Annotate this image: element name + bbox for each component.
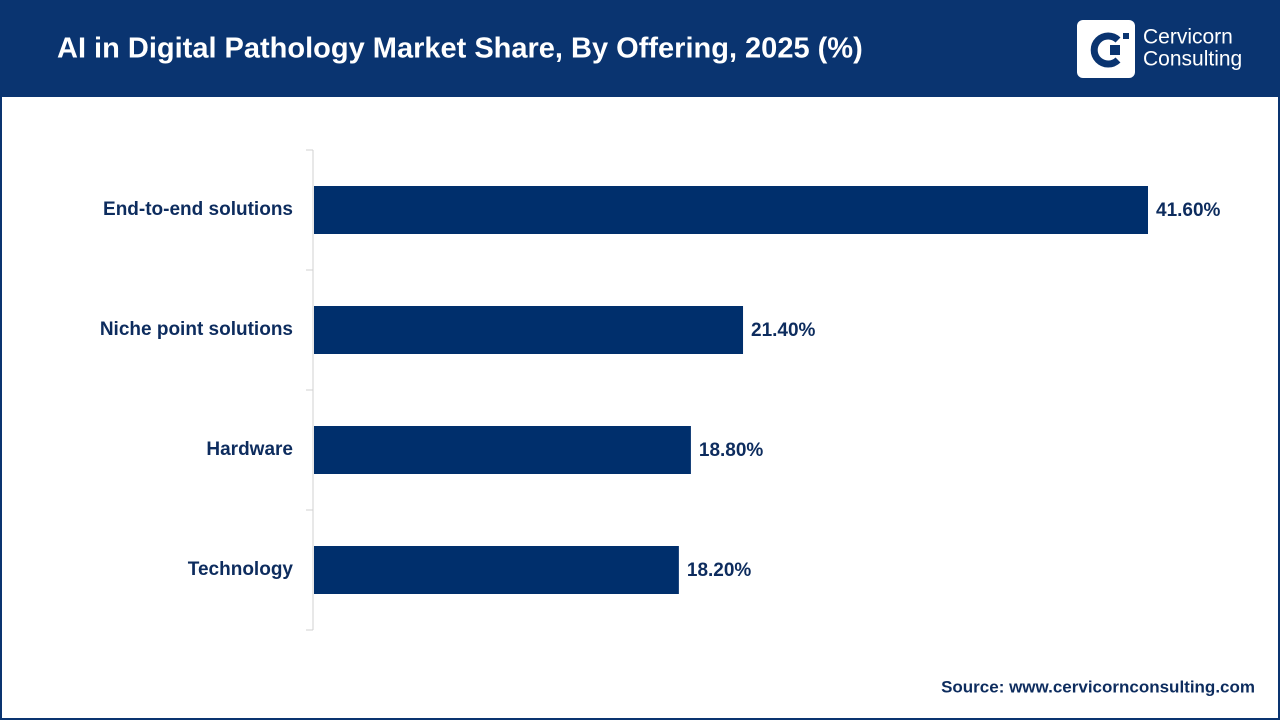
logo-badge: [1077, 20, 1135, 78]
logo: Cervicorn Consulting: [1077, 20, 1242, 78]
bar: [314, 306, 744, 354]
bar: [314, 426, 691, 474]
logo-text: Consulting: [1143, 48, 1242, 71]
logo-icon: [1090, 32, 1121, 68]
data-label: 18.80%: [699, 440, 764, 461]
logo-icon: [1110, 45, 1120, 55]
bar: [314, 186, 1148, 234]
chart-title: AI in Digital Pathology Market Share, By…: [57, 33, 863, 65]
logo-icon: [1123, 33, 1129, 39]
bar: [314, 546, 679, 594]
y-tick-label: End-to-end solutions: [103, 199, 293, 220]
data-label: 21.40%: [751, 320, 816, 341]
data-label: 18.20%: [687, 560, 752, 581]
y-tick-label: Hardware: [206, 439, 293, 460]
header: [0, 0, 1280, 97]
data-label: 41.60%: [1156, 200, 1221, 221]
source: Source: www.cervicornconsulting.com: [941, 677, 1255, 696]
y-tick-label: Niche point solutions: [100, 319, 293, 340]
logo-text: Cervicorn: [1143, 26, 1233, 49]
y-tick-label: Technology: [188, 559, 294, 580]
